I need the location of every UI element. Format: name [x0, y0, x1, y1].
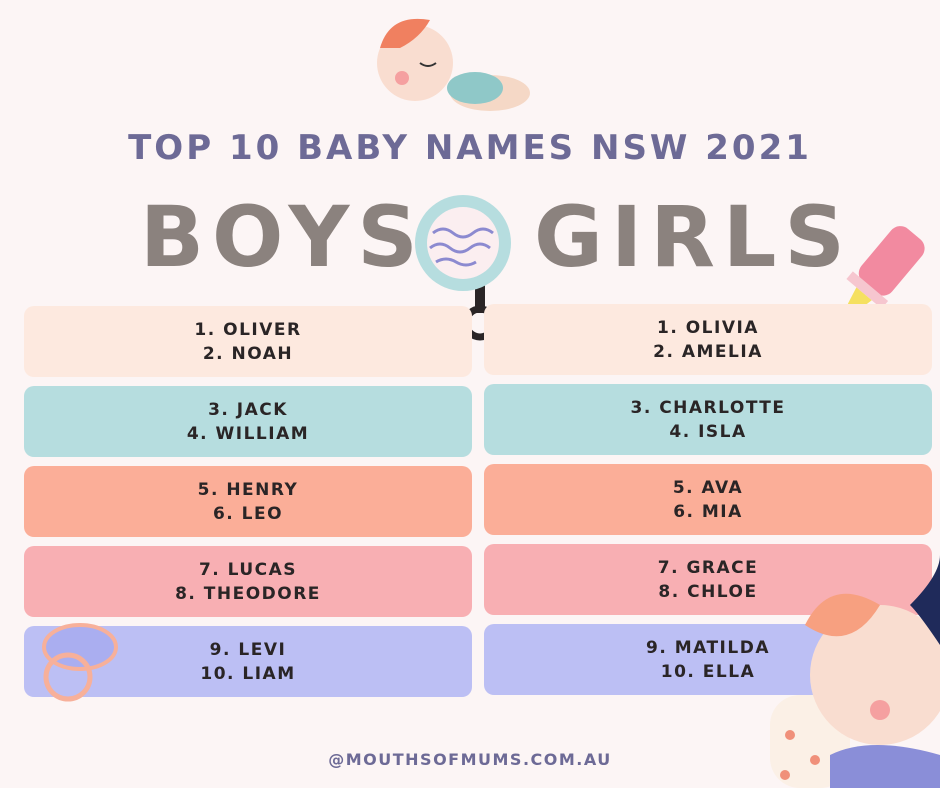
girls-name-entry: 9. MATILDA — [646, 637, 770, 658]
girls-name-entry: 6. MIA — [673, 501, 743, 522]
boys-name-entry: 6. LEO — [212, 503, 284, 524]
boys-name-entry: 1. OLIVER — [194, 319, 302, 340]
girls-heading: GIRLS — [534, 188, 853, 286]
girls-names-card: 3. CHARLOTTE 4. ISLA — [484, 384, 932, 455]
girls-name-entry: 3. CHARLOTTE — [630, 397, 786, 418]
girls-names-card: 5. AVA 6. MIA — [484, 464, 932, 535]
girls-name-entry: 4. ISLA — [669, 421, 747, 442]
girls-name-entry: 8. CHLOE — [658, 581, 758, 602]
boys-name-entry: 5. HENRY — [197, 479, 299, 500]
boys-name-entry: 4. WILLIAM — [186, 423, 310, 444]
page-title: TOP 10 BABY NAMES NSW 2021 — [128, 128, 812, 168]
boys-names-card: 3. JACK 4. WILLIAM — [24, 386, 472, 457]
boys-name-entry: 8. THEODORE — [175, 583, 321, 604]
boys-name-entry: 3. JACK — [208, 399, 288, 420]
hugging-baby-illustration — [770, 555, 940, 788]
girls-name-entry: 5. AVA — [672, 477, 744, 498]
boys-heading: BOYS — [140, 188, 426, 286]
boys-names-card: 1. OLIVER 2. NOAH — [24, 306, 472, 377]
rattle-icon — [415, 195, 511, 341]
girls-names-card: 1. OLIVIA 2. AMELIA — [484, 304, 932, 375]
girls-name-entry: 2. AMELIA — [653, 341, 763, 362]
boys-name-entry: 7. LUCAS — [198, 559, 298, 580]
boys-name-entry: 2. NOAH — [202, 343, 294, 364]
boys-names-card: 7. LUCAS 8. THEODORE — [24, 546, 472, 617]
boys-names-card: 5. HENRY 6. LEO — [24, 466, 472, 537]
pacifier-icon — [42, 623, 118, 702]
boys-name-entry: 10. LIAM — [200, 663, 296, 684]
sleeping-baby-illustration — [377, 18, 530, 111]
girls-name-entry: 10. ELLA — [660, 661, 756, 682]
girls-name-entry: 1. OLIVIA — [657, 317, 759, 338]
girls-name-entry: 7. GRACE — [657, 557, 759, 578]
footer-handle: @MOUTHSOFMUMS.COM.AU — [328, 750, 612, 769]
boys-name-entry: 9. LEVI — [209, 639, 287, 660]
